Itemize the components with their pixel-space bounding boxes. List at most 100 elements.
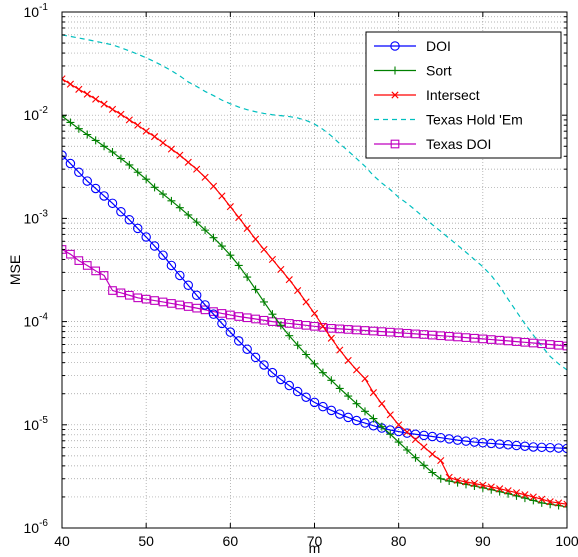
data-point-sort (74, 124, 83, 133)
data-point-doi (250, 352, 261, 363)
data-point-doi (65, 158, 76, 169)
legend-label-texas-doi: Texas DOI (426, 136, 491, 152)
data-point-intersect (496, 485, 504, 493)
data-point-sort (268, 310, 277, 319)
data-point-intersect (453, 476, 462, 484)
y-tick-label: 10-3 (24, 208, 49, 226)
data-point-sort (419, 461, 428, 470)
data-point-texas-doi (495, 335, 505, 345)
data-point-sort (445, 477, 454, 486)
data-point-intersect (260, 245, 268, 254)
data-point-sort (386, 430, 395, 439)
data-point-doi (301, 392, 311, 402)
data-point-doi (175, 270, 185, 281)
data-point-intersect (462, 478, 470, 486)
data-point-sort (318, 368, 327, 377)
data-point-sort (192, 218, 201, 227)
data-point-intersect (386, 411, 394, 419)
data-point-sort (184, 210, 193, 219)
data-point-sort (116, 154, 125, 163)
data-point-texas-doi (74, 256, 84, 265)
legend-marker-doi (390, 41, 400, 51)
series-intersect (62, 75, 567, 508)
data-point-intersect (176, 151, 184, 159)
data-point-doi (276, 374, 286, 385)
data-point-doi (326, 405, 337, 416)
data-point-intersect (546, 498, 554, 506)
data-point-intersect (529, 493, 537, 501)
data-point-intersect (411, 435, 420, 444)
data-point-texas-doi (335, 324, 345, 334)
data-point-sort (369, 414, 378, 423)
data-point-intersect (302, 298, 310, 306)
data-point-doi (200, 300, 210, 310)
data-point-texas-doi (419, 330, 429, 339)
data-point-texas-doi (318, 322, 328, 332)
data-point-texas-doi (326, 324, 336, 333)
data-point-sort (83, 130, 92, 139)
series-line-texas-doi (62, 248, 567, 347)
data-point-sort (377, 422, 386, 431)
data-point-intersect (62, 75, 66, 83)
data-point-texas-doi (301, 320, 311, 330)
data-point-sort (276, 321, 285, 330)
data-point-intersect (538, 495, 546, 503)
data-point-intersect (327, 334, 335, 342)
data-point-texas-doi (520, 337, 530, 347)
data-point-sort (327, 376, 336, 385)
legend-marker-texas-doi (390, 139, 400, 149)
data-point-sort (285, 331, 294, 340)
data-point-doi (284, 380, 294, 391)
data-point-texas-doi (158, 297, 168, 307)
data-point-intersect (428, 450, 436, 458)
y-tick-label: 10-1 (24, 2, 49, 20)
data-point-texas-doi (259, 315, 269, 325)
data-point-sort (62, 112, 66, 121)
data-point-texas-doi (512, 337, 521, 346)
y-tick-label: 10-4 (24, 312, 49, 330)
data-point-doi (107, 198, 118, 209)
data-point-sort (243, 273, 252, 282)
data-point-intersect (159, 139, 167, 147)
data-point-sort (125, 160, 134, 169)
data-point-texas-doi (99, 271, 109, 280)
series-line-texas-hold-em (62, 34, 567, 371)
data-point-texas-doi (352, 325, 361, 335)
data-point-sort (310, 359, 319, 368)
data-point-texas-doi (562, 341, 567, 351)
data-point-intersect (150, 133, 159, 141)
data-point-intersect (420, 443, 428, 451)
y-tick-label: 10-6 (24, 518, 49, 536)
data-point-texas-doi (91, 266, 101, 276)
data-point-doi (267, 367, 278, 378)
data-point-intersect (504, 487, 512, 495)
data-point-sort (394, 438, 403, 447)
data-point-texas-doi (385, 327, 395, 337)
data-point-doi (318, 401, 328, 412)
data-point-sort (226, 251, 235, 260)
data-point-intersect (134, 121, 142, 129)
data-point-intersect (563, 500, 567, 508)
data-point-texas-doi (82, 261, 92, 270)
data-point-doi (141, 232, 151, 242)
data-point-doi (292, 386, 303, 397)
data-point-texas-doi (369, 326, 378, 336)
data-point-texas-doi (436, 331, 446, 341)
data-point-intersect (336, 346, 344, 354)
data-point-intersect (193, 165, 201, 173)
y-tick-label: 10-5 (24, 415, 49, 433)
data-point-doi (334, 409, 345, 419)
data-point-doi (158, 250, 168, 260)
data-point-intersect (117, 110, 125, 118)
data-point-doi (166, 260, 177, 271)
legend: DOI Sort Intersect Texas Hold 'Em Texas DOI (365, 31, 562, 159)
series-layer (62, 34, 567, 511)
data-point-texas-doi (377, 327, 387, 336)
x-tick-label: 60 (223, 533, 239, 549)
data-point-doi (351, 415, 362, 426)
legend-marker-intersect (391, 91, 399, 99)
data-point-intersect (184, 158, 192, 166)
data-point-intersect (268, 255, 277, 264)
data-point-doi (116, 206, 126, 217)
